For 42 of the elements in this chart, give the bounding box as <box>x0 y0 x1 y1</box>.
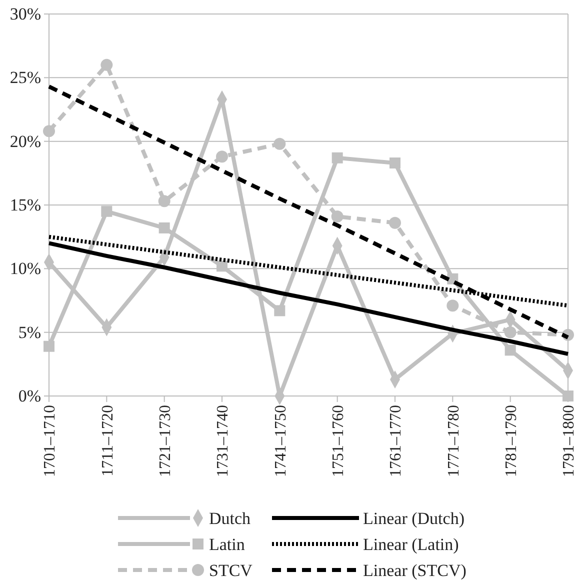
point <box>446 300 459 312</box>
point <box>101 206 112 217</box>
point <box>389 216 401 229</box>
y-tick-label: 5% <box>18 322 41 342</box>
legend-label: Linear (STCV) <box>363 560 466 580</box>
point <box>562 390 574 402</box>
y-tick-label: 25% <box>10 68 41 88</box>
point <box>43 125 55 138</box>
point <box>331 210 344 222</box>
x-tick-label: 1781–1790 <box>502 405 520 477</box>
point <box>504 326 516 338</box>
legend-label: Latin <box>209 534 246 554</box>
x-tick-label: 1721–1730 <box>156 405 174 477</box>
y-tick-label: 0% <box>18 386 41 406</box>
point <box>158 195 170 208</box>
legend-label: Linear (Latin) <box>363 534 459 554</box>
point <box>216 150 228 163</box>
point <box>390 157 400 168</box>
y-tick-label: 20% <box>10 132 41 151</box>
point <box>332 152 343 164</box>
point <box>274 305 286 316</box>
point <box>504 344 516 356</box>
y-tick-label: 15% <box>10 195 41 214</box>
x-tick-label: 1701–1710 <box>42 405 59 477</box>
point <box>216 260 228 272</box>
x-tick-label: 1761–1770 <box>388 405 405 477</box>
x-tick-label: 1731–1740 <box>214 405 232 477</box>
legend-label: Linear (Dutch) <box>363 508 464 528</box>
legend-label: Dutch <box>209 508 252 528</box>
x-tick-label: 1711–1720 <box>99 405 116 476</box>
point <box>274 138 286 150</box>
point <box>158 222 170 234</box>
point <box>100 58 113 71</box>
y-tick-label: 30% <box>10 4 41 24</box>
x-tick-label: 1791–1800 <box>560 405 578 477</box>
x-tick-label: 1771–1780 <box>445 405 462 477</box>
point <box>44 340 54 352</box>
legend-label: STCV <box>209 560 254 580</box>
x-tick-label: 1751–1760 <box>330 405 347 477</box>
y-tick-label: 10% <box>10 259 41 278</box>
x-tick-label: 1741–1750 <box>272 405 290 477</box>
line-series <box>47 241 570 356</box>
